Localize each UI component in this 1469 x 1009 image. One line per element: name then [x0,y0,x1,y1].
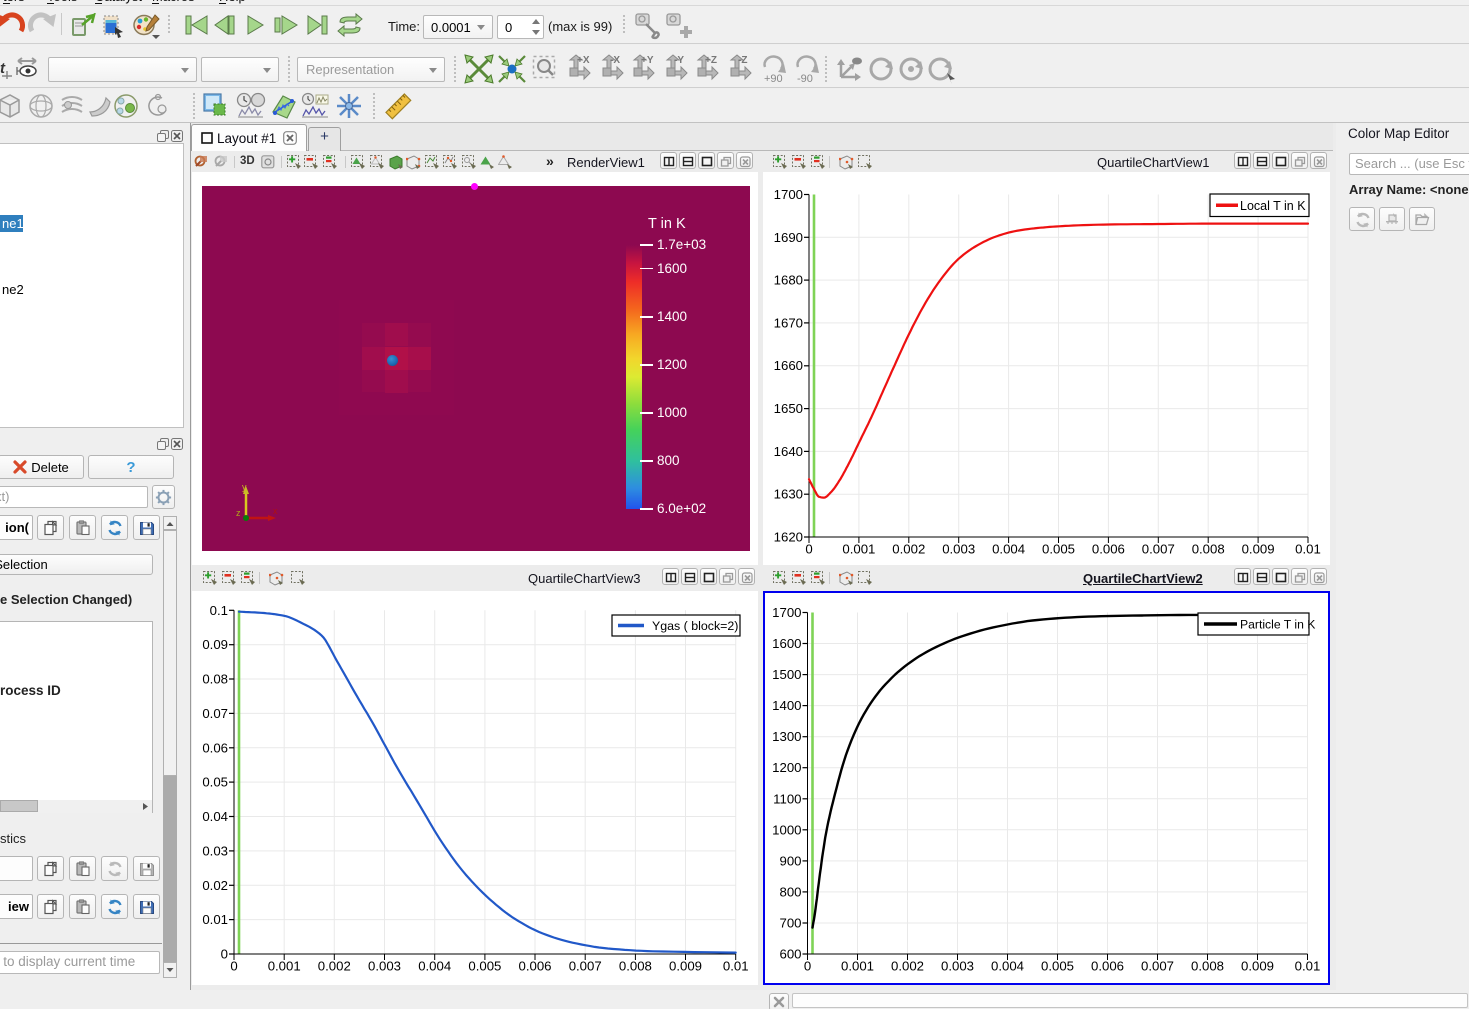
svg-text:800: 800 [779,884,801,899]
svg-text:600: 600 [779,947,801,962]
svg-text:1600: 1600 [772,636,801,651]
svg-text:0.005: 0.005 [1042,542,1075,557]
svg-text:1620: 1620 [774,530,803,545]
svg-text:0.002: 0.002 [891,959,924,974]
svg-text:0.006: 0.006 [1092,542,1125,557]
svg-text:0.001: 0.001 [842,542,875,557]
svg-text:0.002: 0.002 [318,959,351,974]
svg-text:y: y [242,482,247,492]
svg-text:0.002: 0.002 [892,542,925,557]
svg-text:0.003: 0.003 [941,959,974,974]
svg-text:1700: 1700 [774,187,803,202]
svg-text:+X: +X [577,55,590,66]
svg-text:1640: 1640 [774,444,803,459]
svg-text:1690: 1690 [774,230,803,245]
svg-text:0.005: 0.005 [1041,959,1074,974]
svg-text:0.003: 0.003 [942,542,975,557]
svg-text:1670: 1670 [774,315,803,330]
svg-text:0.03: 0.03 [202,843,228,858]
svg-text:0.04: 0.04 [202,809,228,824]
svg-text:1400: 1400 [772,698,801,713]
svg-text:z: z [236,508,241,518]
svg-text:-Y: -Y [674,55,684,66]
svg-text:0.08: 0.08 [202,672,228,687]
svg-text:1100: 1100 [773,791,801,806]
svg-text:0.006: 0.006 [518,959,551,974]
svg-text:+Z: +Z [705,55,717,66]
svg-text:0.007: 0.007 [1141,959,1174,974]
svg-text:0: 0 [805,542,812,557]
svg-text:0.01: 0.01 [202,912,228,927]
svg-text:700: 700 [779,916,801,931]
svg-text:0.05: 0.05 [202,775,228,790]
svg-text:1630: 1630 [774,487,803,502]
svg-text:1200: 1200 [772,760,801,775]
svg-text:0.009: 0.009 [1241,959,1274,974]
svg-text:0.07: 0.07 [202,706,228,721]
svg-text:1680: 1680 [774,273,803,288]
svg-text:0.09: 0.09 [202,637,228,652]
svg-text:0.1: 0.1 [210,603,228,618]
svg-text:+Y: +Y [641,55,654,66]
svg-text:Particle T in K: Particle T in K [1240,618,1315,632]
svg-text:0.004: 0.004 [418,959,451,974]
svg-text:0.06: 0.06 [202,740,228,755]
svg-text:900: 900 [779,853,801,868]
svg-text:0.007: 0.007 [1142,542,1175,557]
svg-text:0.02: 0.02 [202,878,228,893]
svg-text:-X: -X [610,55,620,66]
svg-text:Local T in K: Local T in K [1240,199,1306,213]
svg-text:0: 0 [804,959,811,974]
svg-text:0.009: 0.009 [669,959,702,974]
svg-text:0.008: 0.008 [1192,542,1225,557]
svg-text:0.01: 0.01 [723,959,749,974]
svg-text:0.001: 0.001 [841,959,874,974]
svg-text:0.01: 0.01 [1295,959,1321,974]
svg-text:0.007: 0.007 [569,959,602,974]
svg-text:0.003: 0.003 [368,959,401,974]
svg-text:Ygas ( block=2): Ygas ( block=2) [652,619,738,633]
svg-text:+90: +90 [764,73,783,85]
svg-text:0.01: 0.01 [1295,542,1321,557]
svg-text:1000: 1000 [772,822,801,837]
svg-text:0.004: 0.004 [991,959,1024,974]
svg-text:0.008: 0.008 [1191,959,1224,974]
svg-text:1300: 1300 [772,729,801,744]
svg-text:-90: -90 [797,73,813,85]
svg-text:0.004: 0.004 [992,542,1025,557]
svg-text:1660: 1660 [774,358,803,373]
svg-text:0: 0 [221,947,228,962]
svg-text:0: 0 [230,959,237,974]
svg-text:1650: 1650 [774,401,803,416]
svg-text:t: t [0,60,6,77]
svg-text:-Z: -Z [738,55,747,66]
svg-text:0.008: 0.008 [619,959,652,974]
svg-text:x: x [273,506,278,516]
svg-text:0.001: 0.001 [268,959,301,974]
svg-text:1500: 1500 [772,667,801,682]
svg-text:1700: 1700 [772,605,801,620]
svg-text:0.005: 0.005 [468,959,501,974]
svg-text:0.009: 0.009 [1242,542,1275,557]
svg-text:0.006: 0.006 [1091,959,1124,974]
